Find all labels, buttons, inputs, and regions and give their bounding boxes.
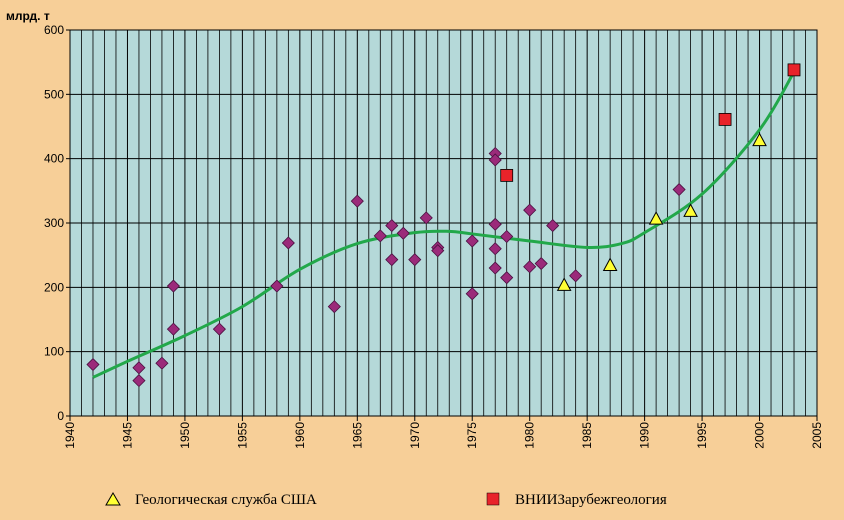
diamond-point <box>534 256 548 271</box>
y-tick-label: 500 <box>44 87 64 101</box>
diamond-point <box>408 253 422 267</box>
diamond-point <box>672 182 686 197</box>
diamond-point <box>373 229 387 243</box>
x-tick-label: 1965 <box>350 422 364 449</box>
diamond-point <box>488 242 502 256</box>
diamond-point <box>270 279 284 293</box>
diamond-point <box>488 261 502 275</box>
trend-line-layer <box>92 71 796 379</box>
x-tick-label: 2005 <box>810 422 824 449</box>
diamond-point <box>155 356 169 370</box>
y-axis-unit-label: млрд. т <box>6 9 50 23</box>
diamond-point <box>212 322 226 336</box>
diamond-point <box>569 269 583 283</box>
square-point <box>787 63 801 77</box>
square-point <box>500 168 514 182</box>
x-tick-label: 1990 <box>638 422 652 449</box>
diamond-point <box>385 219 399 233</box>
diamond-point <box>132 361 146 375</box>
diamond-point <box>546 219 560 233</box>
diamond-point <box>385 253 399 267</box>
diamond-point <box>86 357 100 372</box>
diamond-point <box>419 211 433 225</box>
x-tick-label: 1945 <box>120 422 134 449</box>
y-tick-label: 600 <box>44 23 64 37</box>
x-tick-label: 1985 <box>580 422 594 449</box>
diamond-point <box>166 279 180 293</box>
diamond-point <box>350 194 364 208</box>
grid <box>69 29 818 417</box>
square-point <box>718 113 732 126</box>
y-tick-label: 200 <box>44 280 64 294</box>
x-tick-label: 2000 <box>753 422 767 449</box>
y-tick-label: 400 <box>44 152 64 166</box>
y-tick-label: 100 <box>44 345 64 359</box>
x-tick-label: 1975 <box>465 422 479 449</box>
x-tick-label: 1970 <box>408 422 422 449</box>
diamond-point <box>166 322 180 336</box>
y-tick-label: 0 <box>57 409 64 423</box>
diamond-point <box>396 226 410 240</box>
data-points <box>86 63 801 388</box>
triangle-point <box>648 211 664 225</box>
diamond-point <box>281 236 295 250</box>
axes: 0 100 200 300 400 500 600 1940 1945 1950 1955 1960 1… <box>44 23 824 449</box>
x-tick-label: 1995 <box>695 422 709 449</box>
diamond-point <box>500 271 514 285</box>
legend: Геологическая служба США ВНИИЗарубежгеол… <box>105 492 667 508</box>
x-tick-label: 1940 <box>63 422 77 449</box>
trend-line <box>92 71 796 379</box>
triangle-point <box>752 132 767 147</box>
x-tick-label: 1960 <box>293 422 307 449</box>
diamond-point <box>431 244 445 258</box>
legend-label-usgs: Геологическая служба США <box>135 492 317 508</box>
diamond-point <box>523 260 537 274</box>
diamond-point <box>465 234 479 248</box>
diamond-point <box>500 229 514 244</box>
legend-label-vnii: ВНИИЗарубежгеология <box>515 492 667 508</box>
y-tick-label: 300 <box>44 216 64 230</box>
diamond-point <box>465 287 479 301</box>
x-tick-label: 1950 <box>178 422 192 449</box>
legend-square-icon <box>486 492 500 506</box>
x-tick-label: 1955 <box>235 422 249 449</box>
triangle-point <box>556 277 572 291</box>
legend-triangle-icon <box>105 492 121 506</box>
triangle-point <box>683 203 698 217</box>
x-tick-label: 1980 <box>523 422 537 449</box>
diamond-point <box>488 153 502 167</box>
diamond-point <box>327 300 341 314</box>
diamond-point <box>488 217 502 231</box>
diamond-point <box>523 203 537 217</box>
diamond-point <box>132 374 146 388</box>
triangle-point <box>602 257 618 271</box>
